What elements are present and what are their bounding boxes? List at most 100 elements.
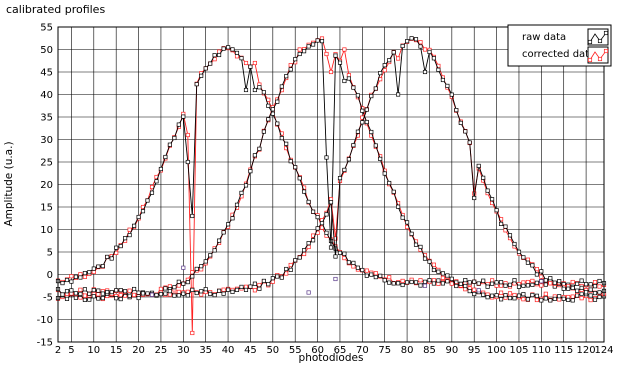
data-point [78, 272, 83, 277]
data-point [525, 260, 530, 265]
data-point [252, 153, 257, 158]
data-point [279, 275, 284, 280]
data-point [382, 278, 387, 283]
data-point [503, 283, 508, 288]
data-point [221, 46, 226, 51]
data-point [382, 68, 387, 73]
data-point [96, 288, 101, 293]
data-point [351, 264, 356, 269]
data-point [275, 99, 280, 104]
data-point [109, 290, 114, 295]
data-point [561, 296, 566, 301]
data-point [127, 293, 132, 298]
data-point [105, 290, 110, 295]
data-point [230, 216, 235, 221]
extra-markers [149, 265, 544, 297]
data-point [382, 63, 387, 68]
data-point [539, 274, 544, 279]
data-point [78, 287, 83, 292]
data-point [530, 292, 535, 298]
x-tick-label: 124 [594, 345, 613, 356]
data-point [114, 245, 119, 250]
data-point [472, 279, 477, 284]
data-point [431, 281, 436, 286]
data-point [342, 251, 347, 256]
data-point [199, 73, 204, 78]
legend-line [589, 32, 607, 43]
legend-marker [587, 39, 593, 45]
data-point [418, 278, 423, 283]
data-point [257, 146, 262, 151]
data-point [566, 286, 571, 291]
y-axis-label: Amplitude (u.a.) [3, 141, 15, 226]
data-point [181, 114, 186, 119]
data-point [82, 297, 87, 302]
data-point [212, 53, 217, 58]
data-point [530, 263, 535, 268]
data-point [592, 291, 598, 296]
data-point [154, 292, 159, 298]
data-point [145, 198, 150, 203]
y-tick-label: 30 [40, 135, 53, 146]
data-point [140, 291, 146, 296]
data-point [369, 94, 374, 99]
data-point [405, 220, 410, 225]
data-point [248, 169, 253, 174]
data-point [427, 49, 432, 54]
data-point [149, 184, 155, 190]
x-tick-label: 100 [487, 345, 506, 356]
data-point [203, 259, 208, 264]
data-point [373, 275, 378, 280]
data-point [396, 281, 401, 286]
data-point [91, 266, 96, 271]
tick-labels: 2 5 10 15 20 25 30 35 40 45 50 55 60 65 70 75 80 85 90 95 10… [37, 23, 614, 357]
data-point [499, 290, 504, 295]
data-point [418, 44, 423, 49]
data-point [476, 163, 481, 168]
data-point [266, 103, 271, 108]
data-point [275, 274, 280, 279]
y-tick-label: 45 [40, 68, 53, 79]
data-point [342, 256, 347, 261]
data-point [82, 274, 87, 279]
legend-line [589, 50, 607, 61]
data-point [60, 292, 65, 297]
x-tick-label: 105 [509, 345, 528, 356]
data-point [297, 51, 302, 57]
x-tick-label: 70 [356, 345, 369, 356]
data-point [91, 288, 96, 293]
data-point [490, 197, 495, 202]
data-point [400, 282, 405, 288]
data-point [422, 283, 428, 288]
data-point [82, 287, 87, 292]
data-point [512, 278, 517, 283]
data-point [190, 270, 195, 275]
data-point [257, 286, 262, 291]
data-point [302, 189, 307, 194]
data-point [78, 275, 83, 280]
data-point [252, 288, 257, 293]
data-point [436, 278, 441, 283]
data-point [346, 76, 351, 81]
data-point [324, 230, 329, 235]
x-tick-label: 10 [87, 345, 100, 356]
data-point [525, 283, 530, 288]
data-point [575, 293, 580, 298]
data-point [248, 284, 253, 289]
data-point [203, 66, 208, 71]
data-point [114, 296, 119, 301]
data-point [123, 236, 128, 241]
data-point [440, 271, 445, 276]
data-point [261, 90, 266, 95]
data-point [243, 60, 249, 66]
data-point [409, 231, 414, 236]
data-point [530, 282, 535, 287]
data-point [494, 293, 499, 298]
data-point [440, 281, 445, 286]
y-tick-label: -5 [43, 293, 53, 304]
data-point [337, 176, 343, 181]
data-point [248, 64, 253, 69]
data-point [499, 280, 504, 285]
data-point [342, 167, 347, 172]
data-point [516, 293, 522, 298]
